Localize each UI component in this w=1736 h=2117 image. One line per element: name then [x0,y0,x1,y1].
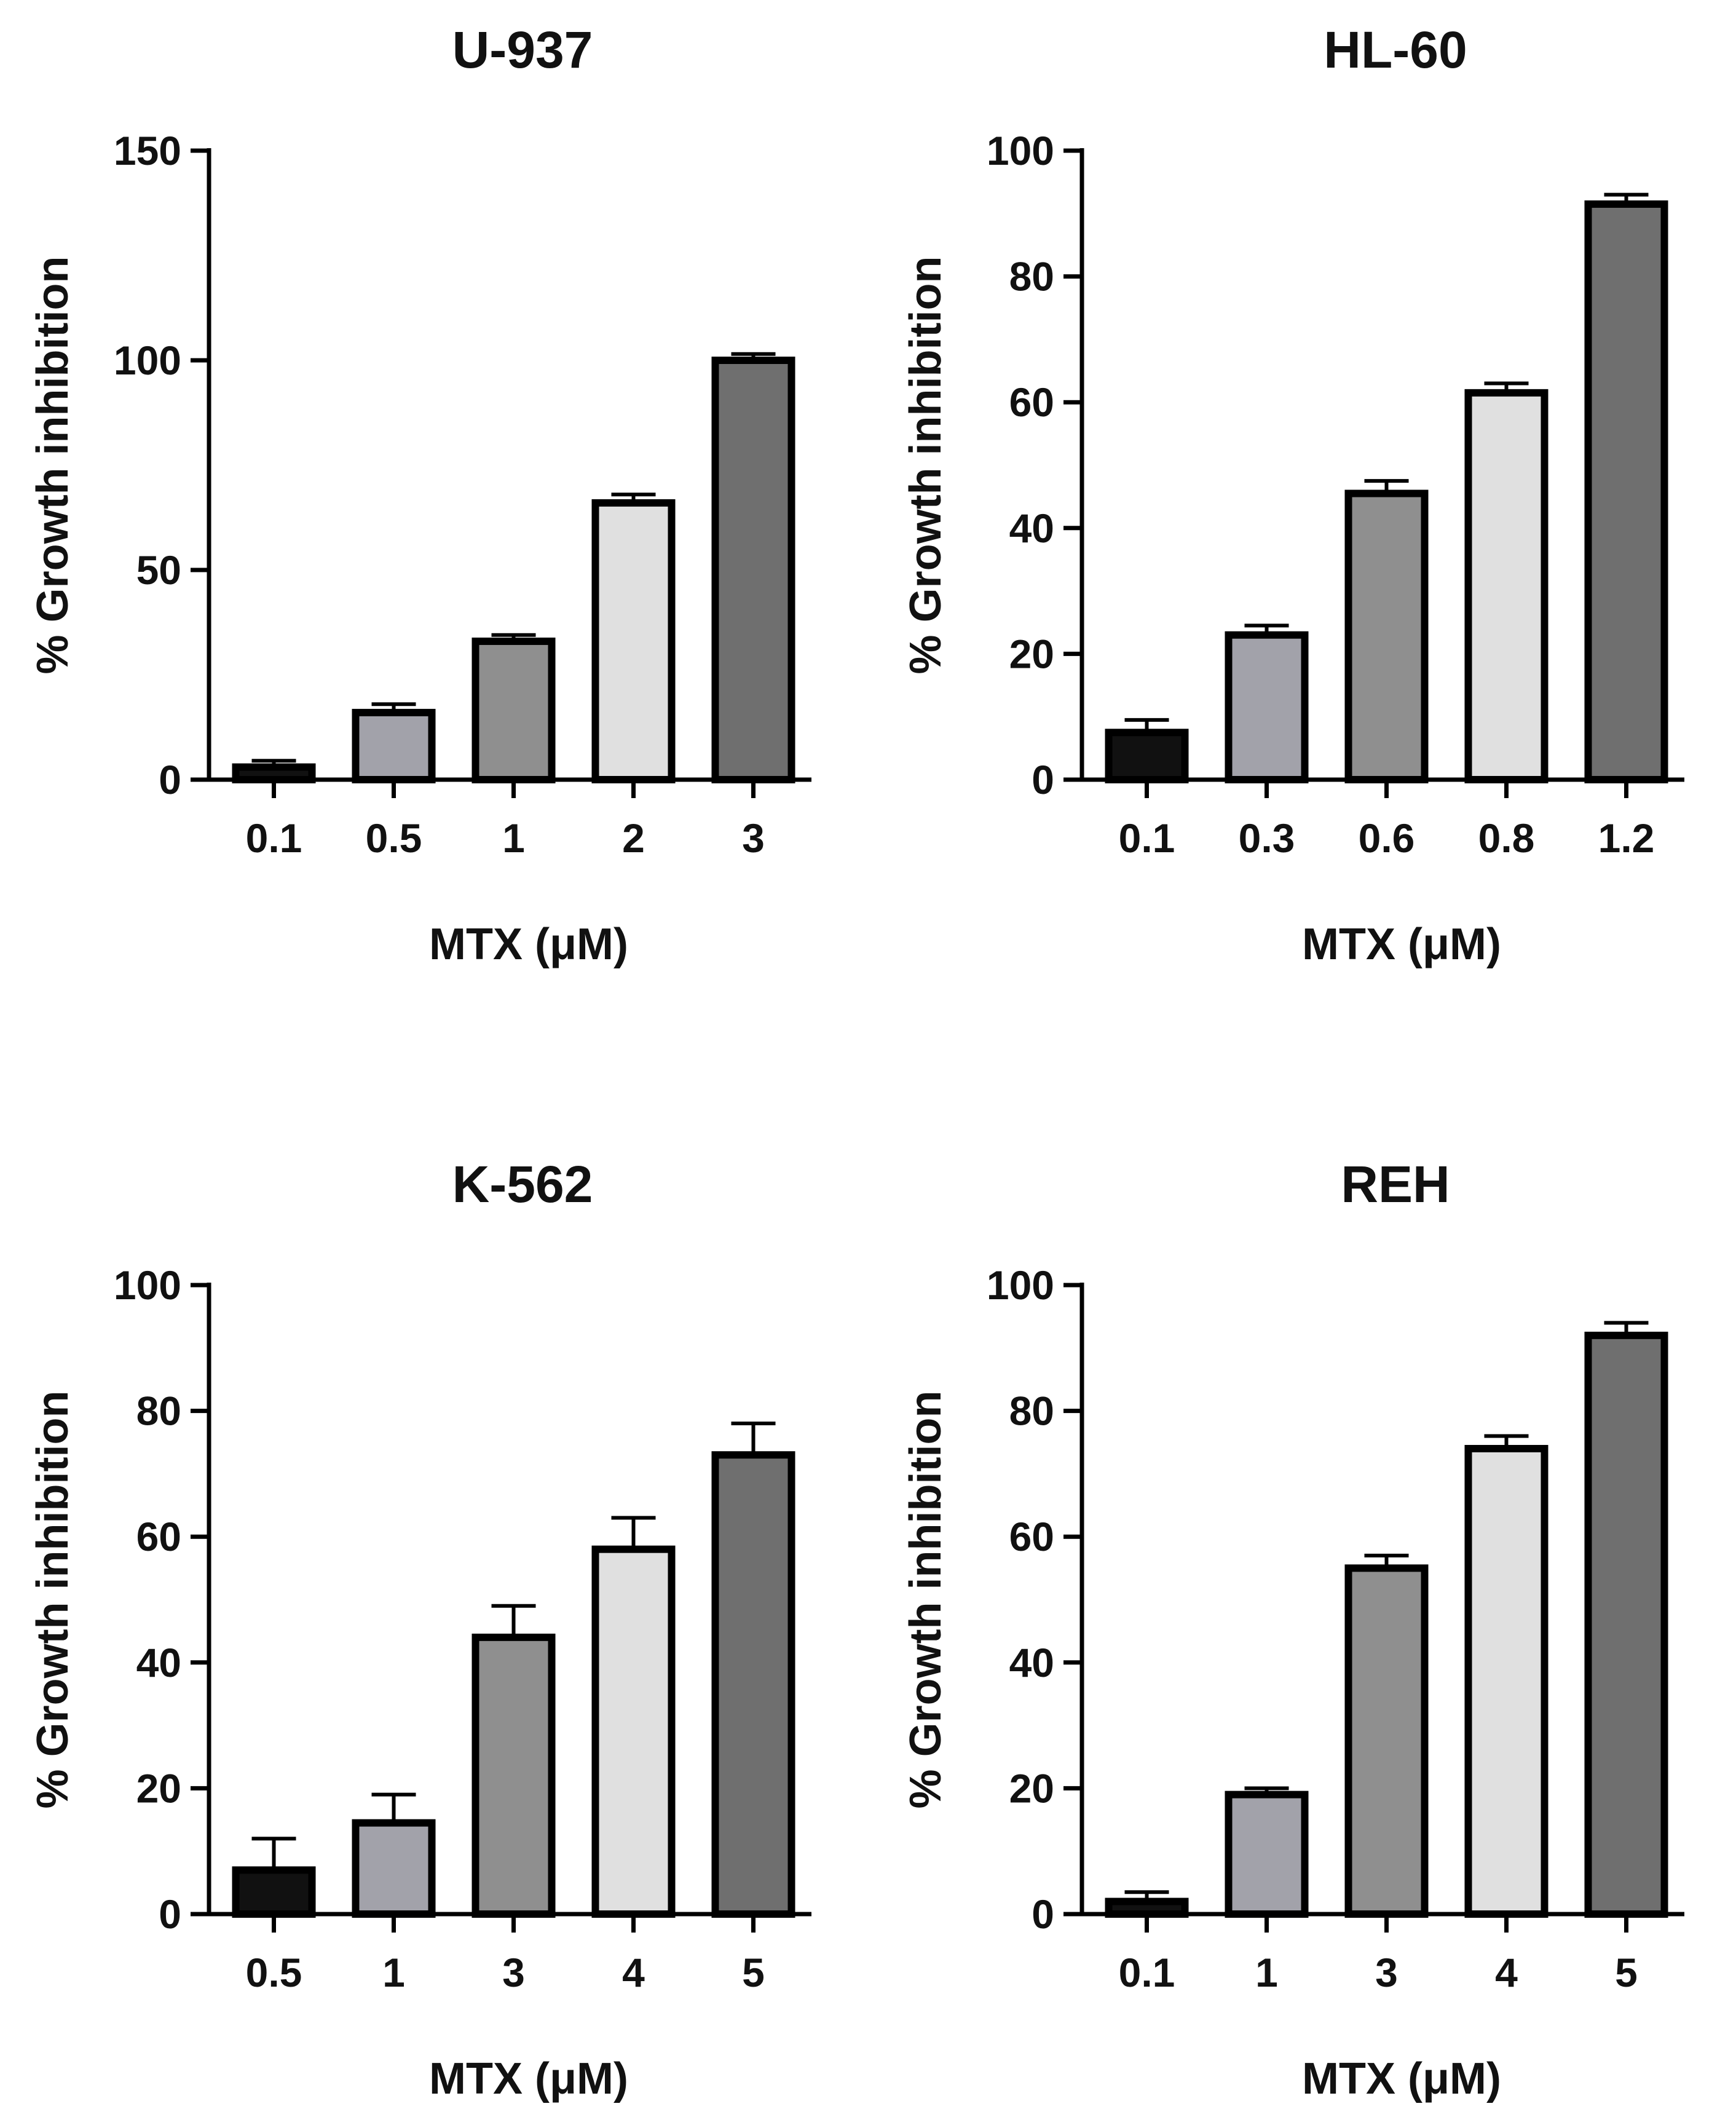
x-axis-label: MTX (μM) [1302,2054,1501,2103]
bar [1105,729,1189,784]
y-tick-label: 0 [1032,757,1054,802]
y-tick-label: 80 [1009,1388,1054,1434]
chart-panel: U-937 % Growth inhibition MTX (μM) 0 50 100 15… [28,21,811,969]
error-bar [491,633,536,641]
x-axis-label: MTX (μM) [1302,920,1501,969]
error-bar [371,702,416,713]
bar [591,1545,676,1918]
bar [352,1819,436,1918]
x-tick-label: 0.5 [366,815,422,861]
x-tick-label: 0.1 [1119,815,1175,861]
bar [711,357,795,783]
x-tick-label: 1.2 [1598,815,1655,861]
error-bar [731,352,776,360]
bar [1344,489,1429,783]
y-tick-label: 40 [1009,1640,1054,1685]
error-bar [731,1422,776,1455]
bar [1584,1331,1668,1918]
x-tick-label: 5 [1615,1950,1638,1995]
error-bar [1484,1434,1529,1449]
bar [1464,1444,1549,1918]
chart-panel: HL-60 % Growth inhibition MTX (μM) 0 20 40 60 8… [901,21,1684,969]
y-axis-label: % Growth inhibition [901,1391,950,1809]
error-bar [251,759,296,767]
y-tick-label: 60 [136,1514,181,1559]
x-tick-label: 4 [622,1950,645,1995]
x-tick-label: 5 [742,1950,765,1995]
y-tick-label: 40 [136,1640,181,1685]
x-tick-label: 1 [1255,1950,1278,1995]
bar [471,637,556,783]
bar [1225,1791,1309,1918]
x-axis-label: MTX (μM) [429,2054,628,2103]
error-bar [1364,479,1409,494]
y-tick-label: 20 [1009,1765,1054,1811]
x-tick-label: 3 [1375,1950,1398,1995]
y-tick-label: 0 [1032,1891,1054,1937]
y-axis-label: % Growth inhibition [28,1391,77,1809]
bar [1225,631,1309,783]
y-tick-label: 0 [159,1891,181,1937]
x-tick-label: 2 [622,815,645,861]
x-axis-label: MTX (μM) [429,920,628,969]
y-tick-label: 20 [136,1765,181,1811]
chart-panel: K-562 % Growth inhibition MTX (μM) 0 20 40 60 8… [28,1155,811,2103]
error-bar [1244,623,1289,635]
bar [711,1451,795,1918]
x-tick-label: 0.1 [1119,1950,1175,1995]
y-tick-label: 150 [114,128,181,173]
error-bar [251,1837,296,1870]
error-bar [611,493,656,503]
y-tick-label: 100 [114,1262,181,1308]
error-bar [1244,1786,1289,1795]
bar [352,708,436,784]
bar [1464,389,1549,783]
x-tick-label: 3 [502,1950,525,1995]
x-tick-label: 0.5 [246,1950,302,1995]
y-tick-label: 80 [1009,254,1054,299]
error-bar [371,1792,416,1823]
x-tick-label: 0.1 [246,815,302,861]
y-tick-label: 100 [987,1262,1054,1308]
x-tick-label: 3 [742,815,765,861]
bar [591,499,676,783]
error-bar [1124,718,1169,733]
bar [471,1633,556,1918]
error-bar [1124,1890,1169,1902]
y-tick-label: 80 [136,1388,181,1434]
y-tick-label: 40 [1009,505,1054,551]
error-bar [491,1604,536,1637]
y-tick-label: 0 [159,757,181,802]
bar [232,1866,316,1918]
x-tick-label: 1 [382,1950,405,1995]
y-tick-label: 20 [1009,631,1054,676]
y-tick-label: 60 [1009,1514,1054,1559]
y-tick-label: 100 [114,338,181,383]
chart-panel: REH % Growth inhibition MTX (μM) 0 20 40 60 80 1… [901,1155,1684,2103]
x-tick-label: 4 [1495,1950,1518,1995]
error-bar [1604,192,1649,204]
chart-title: K-562 [452,1155,593,1213]
y-axis-label: % Growth inhibition [901,256,950,675]
y-tick-label: 60 [1009,379,1054,425]
y-axis-label: % Growth inhibition [28,256,77,675]
error-bar [1604,1321,1649,1335]
error-bar [1364,1553,1409,1569]
error-bar [1484,381,1529,393]
y-tick-label: 50 [136,547,181,593]
chart-title: U-937 [452,21,593,79]
x-tick-label: 0.3 [1239,815,1295,861]
bar [1344,1564,1429,1918]
chart-title: HL-60 [1324,21,1467,79]
error-bar [611,1516,656,1549]
y-tick-label: 100 [987,128,1054,173]
x-tick-label: 0.8 [1478,815,1535,861]
bar [1584,200,1668,783]
chart-title: REH [1341,1155,1450,1213]
x-tick-label: 1 [502,815,525,861]
x-tick-label: 0.6 [1359,815,1415,861]
